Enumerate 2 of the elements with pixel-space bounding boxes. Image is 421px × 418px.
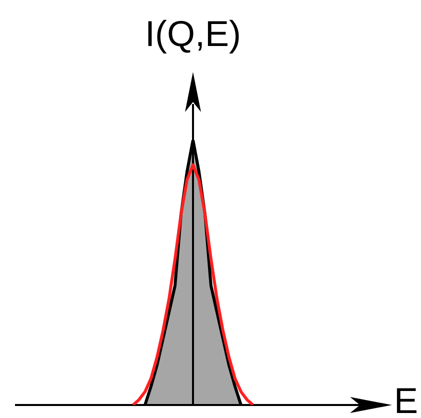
x-axis-title: E: [394, 380, 418, 418]
y-axis-title: I(Q,E): [145, 12, 241, 54]
